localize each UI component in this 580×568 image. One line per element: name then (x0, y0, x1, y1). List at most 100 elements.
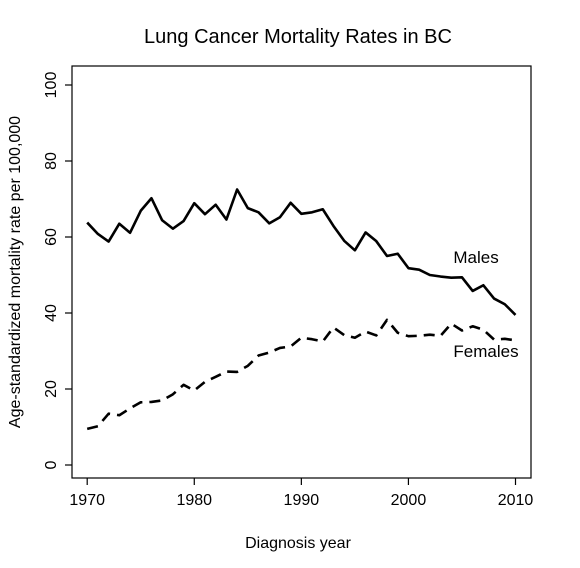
series-label-females: Females (453, 342, 518, 361)
data-point-females (225, 370, 227, 372)
chart-title: Lung Cancer Mortality Rates in BC (144, 26, 452, 48)
data-point-males (418, 268, 420, 270)
data-point-males (289, 202, 291, 204)
data-point-females (150, 401, 152, 403)
data-point-females (407, 335, 409, 337)
data-point-females (386, 319, 388, 321)
data-point-females (279, 347, 281, 349)
data-point-males (129, 232, 131, 234)
data-point-females (450, 322, 452, 324)
x-axis: 1970 1980 1990 2000 2010 (69, 478, 533, 509)
data-point-males (150, 197, 152, 199)
data-point-females (300, 337, 302, 339)
data-point-females (289, 345, 291, 347)
data-point-females (418, 335, 420, 337)
series-line-females (86, 318, 516, 431)
data-point-males (343, 240, 345, 242)
y-tick-label: 40 (43, 304, 60, 322)
data-point-males (161, 219, 163, 221)
data-point-males (386, 255, 388, 257)
data-point-males (375, 240, 377, 242)
data-point-females (193, 389, 195, 391)
x-tick-label: 1990 (284, 492, 320, 509)
data-point-females (439, 335, 441, 337)
data-point-males (225, 218, 227, 220)
data-point-males (140, 210, 142, 212)
data-point-females (471, 325, 473, 327)
data-point-females (182, 384, 184, 386)
data-point-males (300, 213, 302, 215)
y-axis-label: Age-standardized mortality rate per 100,… (7, 116, 24, 428)
y-axis: 0 20 40 60 80 100 (43, 72, 72, 469)
data-point-females (140, 401, 142, 403)
x-tick-label: 1970 (69, 492, 105, 509)
data-point-males (397, 253, 399, 255)
data-point-females (161, 399, 163, 401)
data-point-males (514, 314, 516, 316)
data-point-females (354, 337, 356, 339)
y-tick-label: 80 (43, 152, 60, 170)
data-point-males (450, 276, 452, 278)
x-tick-label: 2010 (498, 492, 534, 509)
data-point-males (214, 204, 216, 206)
data-point-males (182, 220, 184, 222)
data-point-females (172, 393, 174, 395)
data-point-males (236, 188, 238, 190)
data-point-males (193, 202, 195, 204)
data-point-females (107, 413, 109, 415)
data-point-males (268, 222, 270, 224)
annotation-layer: Males Females (453, 248, 518, 361)
data-point-males (107, 240, 109, 242)
series-line-males (86, 188, 517, 316)
data-point-females (118, 414, 120, 416)
data-point-females (461, 329, 463, 331)
x-axis-label: Diagnosis year (245, 535, 352, 552)
data-point-females (129, 407, 131, 409)
data-point-males (204, 213, 206, 215)
data-point-females (493, 338, 495, 340)
data-point-females (257, 354, 259, 356)
y-tick-label: 0 (43, 460, 60, 469)
data-point-males (461, 276, 463, 278)
data-point-males (471, 290, 473, 292)
data-point-males (97, 233, 99, 235)
y-tick-label: 100 (43, 72, 60, 99)
data-point-females (504, 338, 506, 340)
data-point-females (247, 365, 249, 367)
data-point-females (268, 351, 270, 353)
data-point-males (354, 249, 356, 251)
data-point-males (482, 284, 484, 286)
data-point-females (322, 340, 324, 342)
series-layer (86, 188, 517, 431)
data-point-females (86, 428, 88, 430)
data-point-females (429, 333, 431, 335)
series-label-males: Males (453, 248, 498, 267)
data-point-males (407, 267, 409, 269)
data-point-males (311, 211, 313, 213)
data-point-males (322, 208, 324, 210)
data-point-males (279, 216, 281, 218)
data-point-males (332, 225, 334, 227)
x-tick-label: 1980 (176, 492, 212, 509)
y-tick-label: 60 (43, 228, 60, 246)
data-point-males (429, 274, 431, 276)
data-point-females (343, 334, 345, 336)
data-point-females (482, 329, 484, 331)
data-point-males (257, 211, 259, 213)
data-point-females (214, 376, 216, 378)
data-point-females (397, 332, 399, 334)
data-point-females (236, 371, 238, 373)
data-point-males (439, 275, 441, 277)
data-point-females (375, 334, 377, 336)
data-point-males (172, 227, 174, 229)
x-tick-label: 2000 (391, 492, 427, 509)
data-point-males (247, 207, 249, 209)
data-point-females (311, 338, 313, 340)
data-point-females (204, 381, 206, 383)
data-point-males (364, 231, 366, 233)
data-point-females (332, 326, 334, 328)
data-point-males (86, 221, 88, 223)
data-point-females (97, 425, 99, 427)
data-point-males (118, 223, 120, 225)
